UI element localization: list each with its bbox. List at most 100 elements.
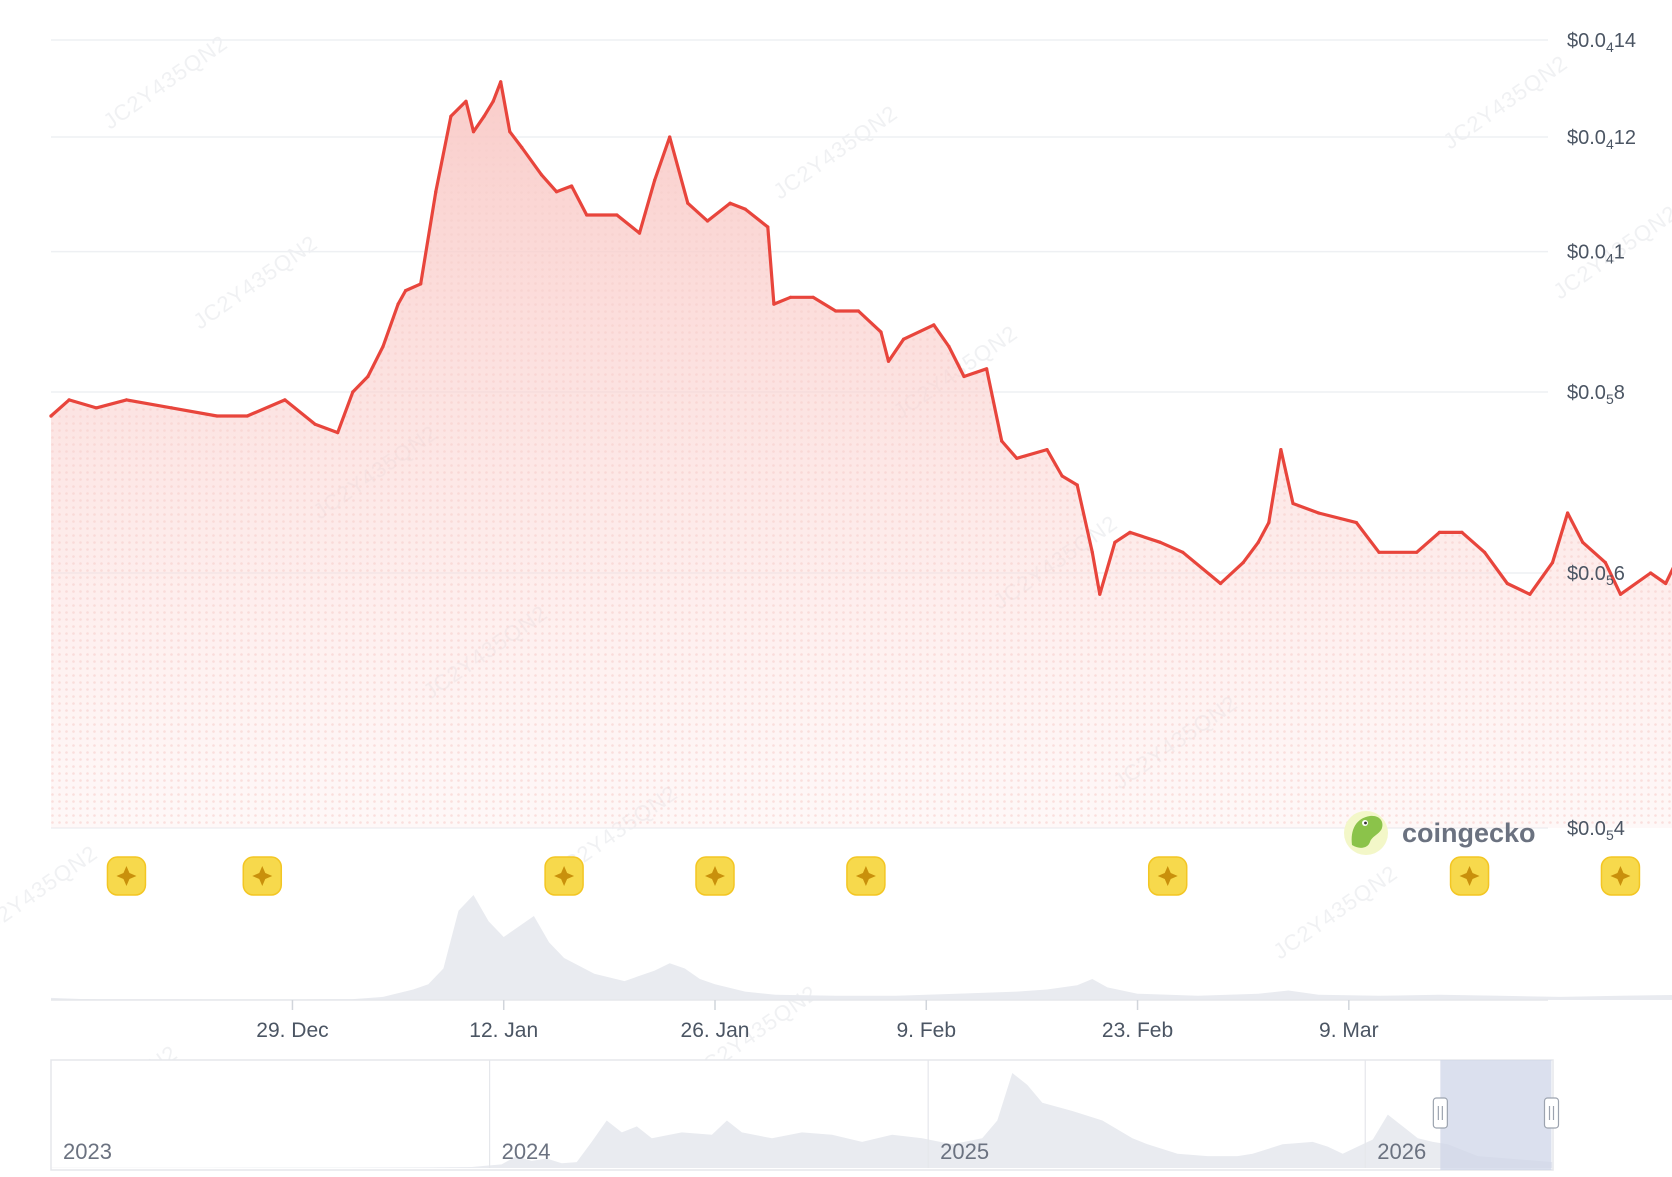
price-point[interactable] — [1218, 581, 1223, 586]
price-point[interactable] — [554, 190, 559, 194]
price-point[interactable] — [520, 145, 524, 150]
price-point[interactable] — [1566, 511, 1570, 515]
price-point[interactable] — [1664, 581, 1668, 586]
price-point[interactable] — [1354, 521, 1358, 525]
price-point[interactable] — [124, 398, 129, 402]
price-point[interactable] — [381, 344, 385, 349]
price-point[interactable] — [1505, 581, 1509, 586]
price-point[interactable] — [94, 406, 98, 410]
price-point[interactable] — [962, 374, 966, 379]
price-point[interactable] — [491, 99, 495, 103]
price-point[interactable] — [1015, 456, 1019, 460]
price-point[interactable] — [1377, 550, 1381, 554]
price-point[interactable] — [1460, 530, 1464, 535]
price-point[interactable] — [1113, 540, 1117, 544]
price-point[interactable] — [668, 135, 672, 139]
price-point[interactable] — [1618, 592, 1623, 596]
price-point[interactable] — [396, 302, 400, 306]
price-point[interactable] — [336, 431, 340, 435]
price-point[interactable] — [508, 130, 512, 134]
price-point[interactable] — [985, 367, 989, 371]
price-point[interactable] — [1241, 561, 1245, 565]
price-point[interactable] — [464, 99, 468, 103]
price-point[interactable] — [1060, 474, 1064, 478]
price-point[interactable] — [1045, 448, 1049, 452]
price-point[interactable] — [366, 374, 370, 379]
event-marker[interactable] — [1147, 856, 1188, 896]
price-point[interactable] — [788, 295, 793, 299]
price-point[interactable] — [539, 173, 544, 177]
price-point[interactable] — [67, 398, 71, 402]
price-point[interactable] — [449, 114, 453, 118]
price-point[interactable] — [1415, 550, 1419, 554]
event-marker[interactable] — [544, 856, 584, 896]
range-navigator[interactable]: 2023 2024 2025 2026 — [50, 1059, 1560, 1171]
price-point[interactable] — [585, 213, 589, 217]
event-marker[interactable] — [242, 856, 283, 896]
price-point[interactable] — [705, 219, 710, 223]
price-point[interactable] — [49, 414, 53, 418]
navigator-selection[interactable] — [1440, 1060, 1552, 1170]
price-point[interactable] — [772, 302, 776, 306]
price-point[interactable] — [1649, 571, 1653, 575]
price-point[interactable] — [637, 231, 642, 235]
price-point[interactable] — [170, 406, 174, 410]
event-markers[interactable] — [106, 856, 1641, 896]
price-point[interactable] — [283, 398, 287, 402]
price-point[interactable] — [1483, 550, 1487, 554]
price-point[interactable] — [834, 309, 838, 313]
event-marker[interactable] — [1600, 856, 1641, 896]
price-point[interactable] — [499, 80, 503, 84]
navigator-handle-left[interactable] — [1432, 1097, 1448, 1129]
event-marker[interactable] — [846, 856, 886, 896]
price-point[interactable] — [313, 422, 317, 426]
handle-grip[interactable] — [1543, 1097, 1560, 1129]
price-point[interactable] — [245, 414, 249, 418]
price-point[interactable] — [743, 207, 747, 211]
price-point[interactable] — [947, 344, 951, 349]
price-point[interactable] — [856, 309, 861, 313]
price-point[interactable] — [215, 414, 219, 418]
price-point[interactable] — [1090, 550, 1094, 554]
event-marker[interactable] — [106, 856, 147, 896]
price-point[interactable] — [434, 190, 438, 194]
price-point[interactable] — [351, 390, 355, 394]
price-point[interactable] — [1437, 530, 1441, 535]
navigator-handle-right[interactable] — [1543, 1097, 1560, 1129]
price-point[interactable] — [1581, 540, 1585, 544]
event-marker[interactable] — [695, 856, 735, 896]
price-point[interactable] — [1528, 592, 1532, 596]
price-point[interactable] — [1000, 439, 1004, 443]
price-point[interactable] — [653, 178, 657, 182]
price-point[interactable] — [1098, 592, 1102, 596]
price-point[interactable] — [932, 323, 936, 327]
price-point[interactable] — [766, 225, 770, 229]
price-point[interactable] — [404, 289, 408, 293]
price-point[interactable] — [1267, 521, 1271, 525]
price-point[interactable] — [811, 295, 815, 299]
price-point[interactable] — [886, 359, 891, 363]
price-point[interactable] — [1550, 561, 1555, 565]
price-point[interactable] — [482, 114, 486, 118]
price-point[interactable] — [686, 201, 690, 205]
price-point[interactable] — [570, 184, 574, 188]
price-point[interactable] — [471, 130, 476, 134]
price-point[interactable] — [1181, 550, 1185, 554]
price-point[interactable] — [1256, 540, 1260, 544]
price-point[interactable] — [1291, 501, 1295, 506]
price-point[interactable] — [728, 201, 732, 205]
price-point[interactable] — [419, 282, 423, 286]
price-point[interactable] — [879, 330, 883, 334]
price-point[interactable] — [1317, 511, 1321, 515]
price-series-line[interactable] — [49, 80, 1672, 607]
navigator-window[interactable] — [1432, 1060, 1560, 1170]
price-point[interactable] — [1075, 483, 1079, 487]
price-point[interactable] — [615, 213, 619, 217]
price-point[interactable] — [1603, 561, 1607, 565]
handle-grip[interactable] — [1432, 1097, 1448, 1129]
event-marker[interactable] — [1449, 856, 1490, 896]
price-point[interactable] — [1279, 448, 1283, 452]
price-point[interactable] — [1128, 530, 1132, 535]
